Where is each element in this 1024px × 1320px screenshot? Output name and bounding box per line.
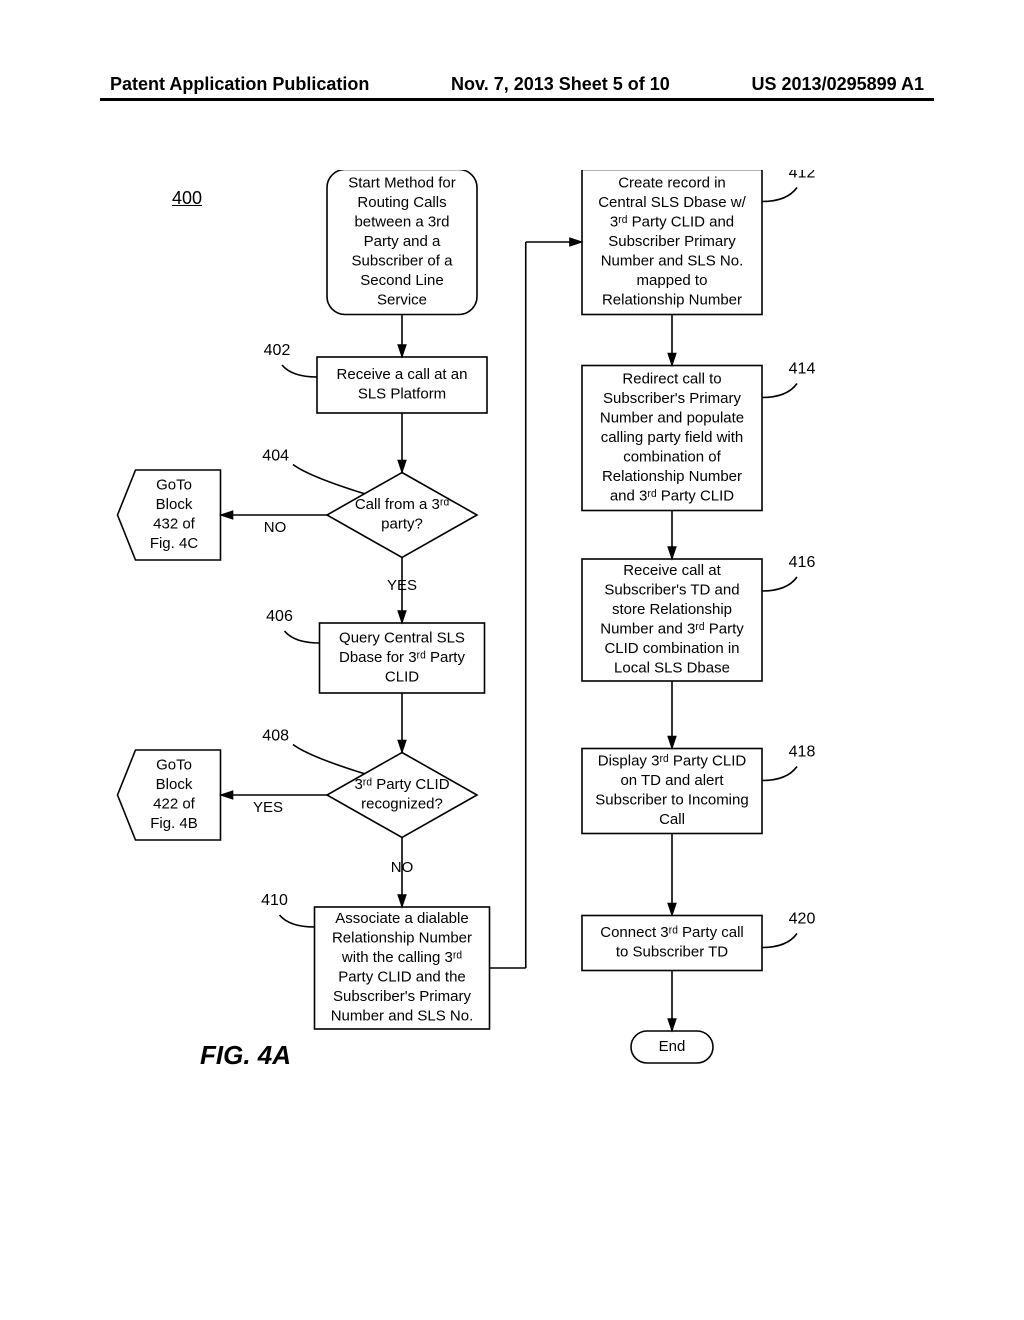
header-rule: [100, 98, 934, 101]
svg-text:Number and SLS No.: Number and SLS No.: [331, 1008, 474, 1025]
svg-text:Party CLID and the: Party CLID and the: [338, 969, 466, 986]
svg-text:Subscriber's Primary: Subscriber's Primary: [333, 988, 471, 1005]
svg-text:GoTo: GoTo: [156, 477, 192, 494]
svg-text:Second Line: Second Line: [360, 272, 443, 289]
svg-text:YES: YES: [387, 577, 417, 594]
svg-text:Relationship Number: Relationship Number: [332, 930, 472, 947]
svg-text:412: 412: [789, 170, 816, 182]
svg-text:Subscriber's TD and: Subscriber's TD and: [604, 582, 739, 599]
svg-text:Query Central SLS: Query Central SLS: [339, 629, 465, 646]
svg-text:416: 416: [789, 554, 816, 571]
svg-text:Local SLS Dbase: Local SLS Dbase: [614, 660, 730, 677]
svg-text:YES: YES: [253, 799, 283, 816]
svg-text:Subscriber's Primary: Subscriber's Primary: [603, 390, 741, 407]
flowchart-svg: Start Method for Routing Calls between a 3…: [100, 170, 930, 1090]
svg-text:Receive a call at an: Receive a call at an: [337, 366, 468, 383]
svg-text:404: 404: [262, 448, 289, 465]
svg-text:Redirect call to: Redirect call to: [622, 370, 721, 387]
svg-text:End: End: [659, 1038, 686, 1055]
svg-text:between a 3rd: between a 3rd: [354, 213, 449, 230]
svg-text:3ʳᵈ Party CLID: 3ʳᵈ Party CLID: [354, 776, 449, 793]
svg-text:Fig. 4C: Fig. 4C: [150, 535, 199, 552]
svg-text:Associate a dialable: Associate a dialable: [335, 910, 468, 927]
svg-text:Relationship Number: Relationship Number: [602, 291, 742, 308]
svg-text:mapped to: mapped to: [637, 272, 708, 289]
svg-text:Call: Call: [659, 811, 685, 828]
page-header: Patent Application Publication Nov. 7, 2…: [110, 74, 924, 95]
svg-text:recognized?: recognized?: [361, 796, 443, 813]
svg-text:CLID: CLID: [385, 668, 419, 685]
svg-text:calling party field with: calling party field with: [601, 429, 744, 446]
header-center: Nov. 7, 2013 Sheet 5 of 10: [451, 74, 670, 95]
svg-text:Connect 3ʳᵈ Party call: Connect 3ʳᵈ Party call: [600, 924, 744, 941]
svg-text:414: 414: [789, 361, 816, 378]
svg-text:410: 410: [261, 892, 288, 909]
svg-text:store Relationship: store Relationship: [612, 601, 732, 618]
svg-text:408: 408: [262, 728, 289, 745]
svg-text:Fig. 4B: Fig. 4B: [150, 815, 198, 832]
svg-text:Block: Block: [156, 496, 193, 513]
svg-text:3ʳᵈ Party CLID and: 3ʳᵈ Party CLID and: [610, 213, 734, 230]
svg-text:SLS Platform: SLS Platform: [358, 386, 446, 403]
svg-text:Display 3ʳᵈ Party CLID: Display 3ʳᵈ Party CLID: [598, 753, 747, 770]
page: Patent Application Publication Nov. 7, 2…: [0, 0, 1024, 1320]
svg-text:Create record in: Create record in: [618, 174, 726, 191]
svg-text:418: 418: [789, 744, 816, 761]
svg-text:Receive call at: Receive call at: [623, 562, 721, 579]
header-left: Patent Application Publication: [110, 74, 369, 95]
svg-text:GoTo: GoTo: [156, 757, 192, 774]
svg-text:Party and a: Party and a: [364, 233, 441, 250]
svg-text:402: 402: [264, 342, 291, 359]
svg-text:406: 406: [266, 608, 293, 625]
svg-text:and 3ʳᵈ Party CLID: and 3ʳᵈ Party CLID: [610, 487, 734, 504]
svg-text:Subscriber Primary: Subscriber Primary: [608, 233, 736, 250]
svg-text:Start Method for: Start Method for: [348, 174, 456, 191]
svg-text:Block: Block: [156, 776, 193, 793]
svg-text:on TD and alert: on TD and alert: [620, 772, 724, 789]
svg-text:420: 420: [789, 911, 816, 928]
svg-text:with the calling 3ʳᵈ: with the calling 3ʳᵈ: [341, 949, 462, 966]
svg-text:Subscriber to Incoming: Subscriber to Incoming: [595, 792, 748, 809]
svg-text:party?: party?: [381, 516, 423, 533]
svg-text:to Subscriber TD: to Subscriber TD: [616, 944, 728, 961]
svg-text:Call from a 3ʳᵈ: Call from a 3ʳᵈ: [355, 496, 450, 513]
header-right: US 2013/0295899 A1: [752, 74, 924, 95]
svg-text:Dbase for 3ʳᵈ Party: Dbase for 3ʳᵈ Party: [339, 649, 465, 666]
svg-text:Central SLS Dbase w/: Central SLS Dbase w/: [598, 194, 746, 211]
svg-text:Relationship Number: Relationship Number: [602, 468, 742, 485]
figure-label: FIG. 4A: [200, 1040, 291, 1071]
flowchart-canvas: 400 Start Method for Routing Calls between…: [100, 170, 930, 1230]
svg-text:CLID combination in: CLID combination in: [604, 640, 739, 657]
svg-text:combination of: combination of: [623, 448, 721, 465]
svg-text:Subscriber of a: Subscriber of a: [352, 252, 454, 269]
svg-text:NO: NO: [391, 859, 414, 876]
svg-text:Number and SLS No.: Number and SLS No.: [601, 252, 744, 269]
ref-400: 400: [172, 188, 202, 209]
svg-text:422 of: 422 of: [153, 796, 196, 813]
svg-text:Number and populate: Number and populate: [600, 409, 744, 426]
svg-text:432 of: 432 of: [153, 516, 196, 533]
svg-text:Number and 3ʳᵈ Party: Number and 3ʳᵈ Party: [600, 621, 744, 638]
svg-text:Service: Service: [377, 291, 427, 308]
svg-text:Routing Calls: Routing Calls: [357, 194, 446, 211]
svg-text:NO: NO: [264, 519, 287, 536]
